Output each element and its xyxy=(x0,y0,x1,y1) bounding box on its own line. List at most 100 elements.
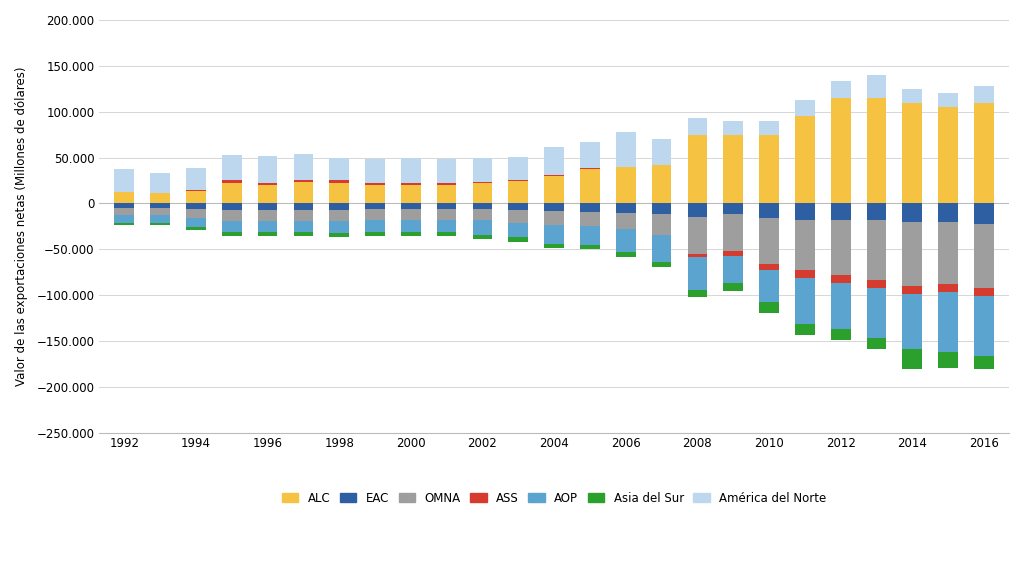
Bar xyxy=(151,223,170,225)
Bar xyxy=(294,203,313,210)
Bar xyxy=(151,193,170,203)
Bar xyxy=(366,203,385,209)
Bar xyxy=(115,215,134,223)
Bar xyxy=(759,121,779,135)
Bar xyxy=(938,107,958,203)
Bar xyxy=(795,116,815,203)
Bar xyxy=(544,211,564,225)
Bar xyxy=(723,121,743,135)
Bar xyxy=(795,324,815,334)
Bar xyxy=(795,270,815,278)
Bar xyxy=(580,226,600,244)
Bar xyxy=(186,227,206,230)
Bar xyxy=(222,155,242,180)
Bar xyxy=(222,221,242,232)
Bar xyxy=(222,232,242,237)
Bar xyxy=(509,223,528,237)
Bar xyxy=(473,158,493,182)
Bar xyxy=(473,182,493,183)
Bar xyxy=(723,214,743,251)
Bar xyxy=(651,234,672,262)
Bar xyxy=(115,192,134,203)
Bar xyxy=(401,220,421,232)
Bar xyxy=(830,329,851,340)
Bar xyxy=(615,132,636,167)
Bar xyxy=(473,234,493,239)
Bar xyxy=(473,220,493,234)
Bar xyxy=(795,220,815,270)
Bar xyxy=(866,220,887,279)
Bar xyxy=(437,185,457,203)
Bar xyxy=(580,167,600,169)
Bar xyxy=(330,221,349,233)
Bar xyxy=(974,102,993,203)
Bar xyxy=(437,160,457,183)
Bar xyxy=(437,209,457,220)
Bar xyxy=(580,244,600,249)
Bar xyxy=(580,169,600,203)
Bar xyxy=(795,278,815,324)
Bar xyxy=(830,283,851,329)
Legend: ALC, EAC, OMNA, ASS, AOP, Asia del Sur, América del Norte: ALC, EAC, OMNA, ASS, AOP, Asia del Sur, … xyxy=(276,487,831,509)
Bar xyxy=(366,183,385,185)
Bar xyxy=(866,338,887,349)
Bar xyxy=(186,209,206,218)
Bar xyxy=(580,203,600,212)
Bar xyxy=(115,203,134,208)
Bar xyxy=(759,264,779,270)
Bar xyxy=(580,212,600,226)
Bar xyxy=(294,179,313,182)
Bar xyxy=(651,214,672,234)
Bar xyxy=(615,252,636,257)
Bar xyxy=(258,203,278,210)
Bar xyxy=(795,203,815,220)
Bar xyxy=(151,215,170,223)
Bar xyxy=(151,208,170,215)
Bar xyxy=(866,279,887,288)
Bar xyxy=(401,209,421,220)
Bar xyxy=(615,203,636,212)
Bar xyxy=(401,203,421,209)
Bar xyxy=(258,183,278,185)
Bar xyxy=(115,169,134,192)
Bar xyxy=(974,296,993,356)
Bar xyxy=(902,102,923,203)
Bar xyxy=(330,203,349,210)
Bar xyxy=(723,256,743,283)
Bar xyxy=(544,175,564,176)
Bar xyxy=(437,220,457,232)
Bar xyxy=(902,89,923,102)
Bar xyxy=(938,284,958,292)
Bar xyxy=(974,356,993,369)
Bar xyxy=(651,262,672,266)
Bar xyxy=(473,183,493,203)
Bar xyxy=(222,180,242,183)
Bar xyxy=(401,232,421,237)
Bar xyxy=(186,203,206,209)
Bar xyxy=(330,210,349,221)
Bar xyxy=(294,210,313,221)
Bar xyxy=(723,135,743,203)
Bar xyxy=(544,225,564,244)
Bar xyxy=(795,100,815,116)
Bar xyxy=(902,349,923,369)
Bar xyxy=(830,98,851,203)
Bar xyxy=(509,237,528,242)
Bar xyxy=(509,182,528,203)
Bar xyxy=(759,218,779,264)
Bar xyxy=(902,222,923,286)
Bar xyxy=(186,218,206,227)
Bar xyxy=(186,189,206,191)
Bar xyxy=(509,180,528,182)
Bar xyxy=(544,176,564,203)
Bar xyxy=(294,154,313,179)
Bar xyxy=(938,222,958,284)
Bar xyxy=(974,288,993,296)
Bar xyxy=(902,286,923,294)
Bar xyxy=(902,203,923,222)
Bar xyxy=(759,203,779,218)
Bar xyxy=(615,167,636,203)
Bar xyxy=(687,135,708,203)
Bar xyxy=(615,212,636,229)
Bar xyxy=(330,233,349,237)
